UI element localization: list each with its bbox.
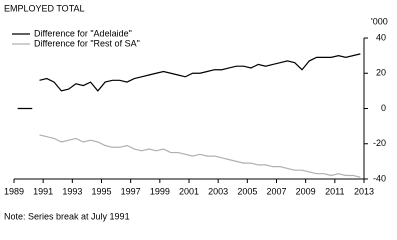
x-tick-label: 2009 [296, 186, 316, 196]
x-tick-label: 2001 [179, 186, 199, 196]
chart-title: EMPLOYED TOTAL [4, 3, 85, 13]
y-tick-label: -40 [373, 173, 386, 183]
series-line [39, 134, 361, 178]
note: Note: Series break at July 1991 [4, 211, 130, 221]
x-tick-label: 1991 [33, 186, 53, 196]
y-tick-label: -20 [373, 138, 386, 148]
x-tick-label: 2011 [325, 186, 344, 196]
chart: EMPLOYED TOTAL '000 Note: Series break a… [4, 3, 388, 221]
y-tick-label: 0 [381, 103, 386, 113]
legend-label: Difference for "Adelaide" [34, 28, 132, 38]
legend-label: Difference for "Rest of SA" [34, 38, 140, 48]
x-tick-label: 2013 [354, 186, 374, 196]
y-tick-label: 40 [376, 32, 386, 42]
y-tick-label: 20 [376, 68, 386, 78]
x-tick-label: 2005 [237, 186, 257, 196]
x-tick-label: 1999 [150, 186, 170, 196]
series-line [17, 53, 361, 110]
x-tick-label: 1995 [91, 186, 111, 196]
x-tick-label: 2003 [208, 186, 228, 196]
x-tick-label: 1989 [4, 186, 24, 196]
x-tick-label: 1993 [62, 186, 82, 196]
y-unit: '000 [371, 16, 388, 26]
x-tick-label: 2007 [266, 186, 286, 196]
x-tick-label: 1997 [121, 186, 141, 196]
